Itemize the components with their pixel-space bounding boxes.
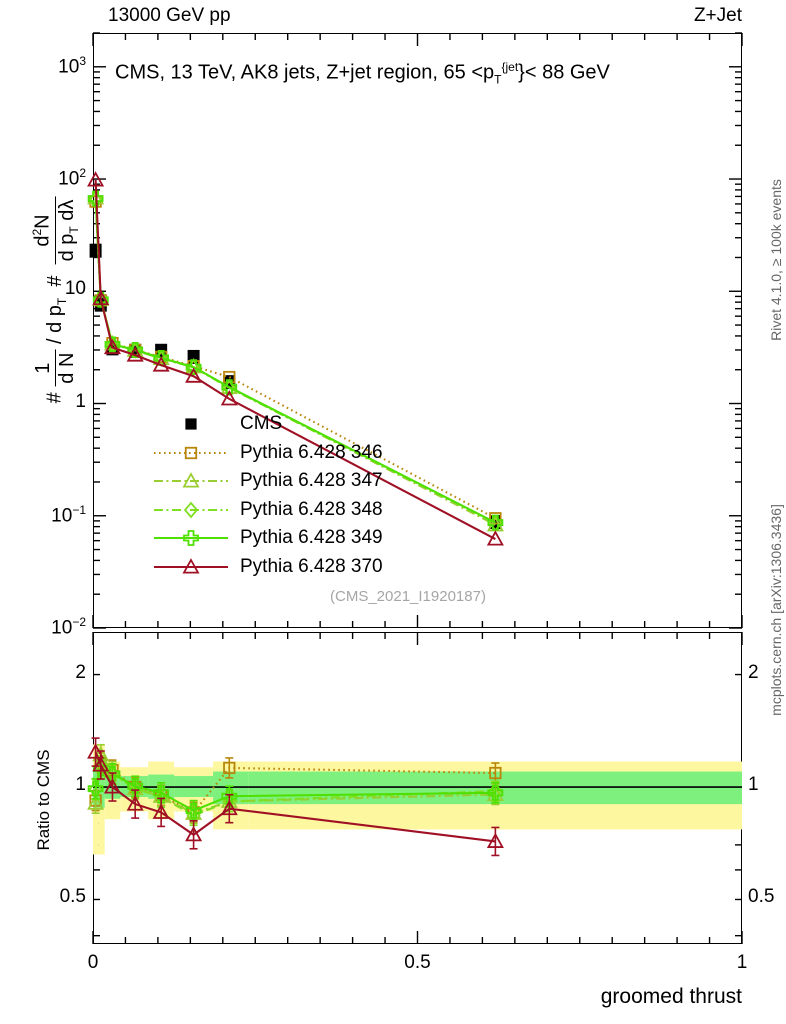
x-tick-label: 1 xyxy=(736,952,748,973)
ratio-y-tick-label: 0.5 xyxy=(59,886,86,908)
legend-marker-triangle-open-icon xyxy=(152,553,230,581)
legend-item[interactable]: Pythia 6.428 349 xyxy=(152,524,383,553)
header-left-label: 13000 GeV pp xyxy=(108,5,231,26)
legend-item[interactable]: CMS xyxy=(152,410,383,439)
legend-item[interactable]: Pythia 6.428 370 xyxy=(152,553,383,582)
legend-label: Pythia 6.428 346 xyxy=(240,441,383,463)
legend: CMS Pythia 6.428 346 Pythia 6.428 347 Pythi… xyxy=(152,410,383,581)
legend-label: Pythia 6.428 348 xyxy=(240,498,383,520)
mcplots-source-label: mcplots.cern.ch [arXiv:1306.3436] xyxy=(768,504,784,716)
main-y-tick-label: 10 xyxy=(64,278,86,300)
main-y-tick-label: 10−2 xyxy=(51,615,86,639)
x-tick-label: 0.5 xyxy=(404,952,431,973)
title-part-a: CMS, 13 TeV, AK8 jets, Z+jet region, 65 … xyxy=(115,61,495,84)
main-y-tick-label: 1 xyxy=(75,390,86,412)
header-right-label: Z+Jet xyxy=(693,5,742,26)
main-y-tick-label: 102 xyxy=(58,166,86,190)
main-y-tick-label: 103 xyxy=(58,53,86,78)
legend-label: Pythia 6.428 347 xyxy=(240,470,383,492)
legend-item[interactable]: Pythia 6.428 347 xyxy=(152,467,383,496)
legend-label: Pythia 6.428 349 xyxy=(240,527,383,549)
legend-marker-square-open-icon xyxy=(152,439,230,467)
legend-marker-diamond-open-icon xyxy=(152,496,230,524)
ratio-y-tick-label: 0.5 xyxy=(748,886,775,908)
legend-item[interactable]: Pythia 6.428 348 xyxy=(152,496,383,525)
legend-marker-square-filled-icon xyxy=(152,410,230,438)
legend-item[interactable]: Pythia 6.428 346 xyxy=(152,439,383,468)
analysis-id-watermark: (CMS_2021_I1920187) xyxy=(330,588,486,605)
ratio-y-tick-label: 1 xyxy=(75,774,86,796)
legend-marker-cross-open-icon xyxy=(152,524,230,552)
rivet-version-label: Rivet 4.1.0, ≥ 100k events xyxy=(768,179,784,341)
ratio-y-tick-label: 2 xyxy=(75,661,86,683)
ratio-y-tick-label: 1 xyxy=(748,774,759,796)
legend-label: CMS xyxy=(240,413,283,435)
plot-title: CMS, 13 TeV, AK8 jets, Z+jet region, 65 … xyxy=(115,60,610,87)
main-y-tick-label: 10−1 xyxy=(51,502,86,527)
x-axis-title: groomed thrust xyxy=(600,985,742,1008)
title-part-b: }< 88 GeV xyxy=(518,61,610,84)
x-tick-label: 0 xyxy=(87,952,99,973)
legend-marker-triangle-open-icon xyxy=(152,467,230,495)
title-sup: {jet xyxy=(501,60,519,74)
ratio-y-tick-label: 2 xyxy=(748,661,759,683)
legend-label: Pythia 6.428 370 xyxy=(240,555,383,577)
title-sub: T xyxy=(494,72,502,87)
